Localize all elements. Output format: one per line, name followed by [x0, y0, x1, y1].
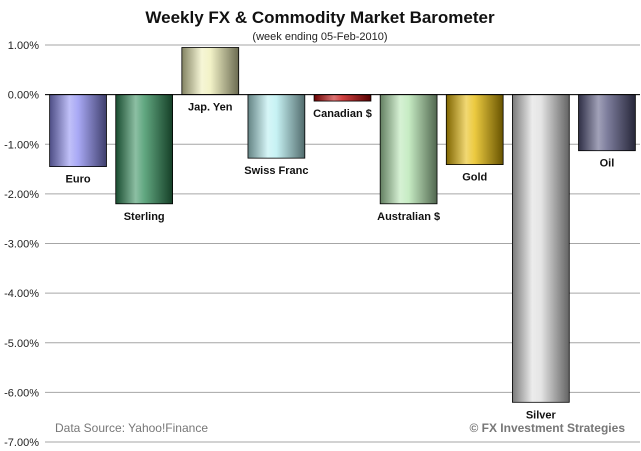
bar-silver — [512, 94, 570, 403]
y-tick-label: -7.00% — [4, 437, 39, 449]
category-labels: Euro Sterling Jap. Yen Swiss Franc Canadian … — [66, 102, 615, 422]
chart-title: Weekly FX & Commodity Market Barometer — [145, 8, 495, 27]
y-axis-ticks: 1.00% 0.00% -1.00% -2.00% -3.00% -4.00% -5.00%… — [4, 40, 39, 449]
bar-jap-yen — [181, 47, 240, 96]
category-label: Euro — [66, 174, 91, 186]
category-label: Canadian $ — [313, 108, 372, 120]
y-tick-label: -1.00% — [4, 139, 39, 151]
category-label: Jap. Yen — [188, 102, 233, 114]
y-tick-label: -5.00% — [4, 338, 39, 350]
bar-oil — [578, 94, 636, 152]
bar-canadian — [313, 94, 372, 102]
bar-swiss-franc — [247, 94, 306, 159]
bar-gold — [445, 94, 504, 165]
y-tick-label: 0.00% — [8, 90, 39, 102]
bars — [49, 47, 636, 403]
category-label: Swiss Franc — [244, 165, 308, 177]
y-tick-label: -3.00% — [4, 239, 39, 251]
bar-sterling — [115, 94, 173, 205]
category-label: Silver — [526, 409, 557, 421]
data-source-note: Data Source: Yahoo!Finance — [55, 421, 208, 435]
category-label: Oil — [600, 158, 615, 170]
category-label: Gold — [462, 172, 487, 184]
credit-note: © FX Investment Strategies — [469, 421, 625, 435]
category-label: Australian $ — [377, 211, 440, 223]
chart-subtitle: (week ending 05-Feb-2010) — [252, 31, 387, 43]
bar-euro — [49, 94, 107, 167]
category-label: Sterling — [124, 211, 165, 223]
y-tick-label: -2.00% — [4, 189, 39, 201]
y-tick-label: 1.00% — [8, 40, 39, 52]
y-tick-label: -6.00% — [4, 387, 39, 399]
bar-australian — [379, 94, 438, 205]
y-tick-label: -4.00% — [4, 288, 39, 300]
